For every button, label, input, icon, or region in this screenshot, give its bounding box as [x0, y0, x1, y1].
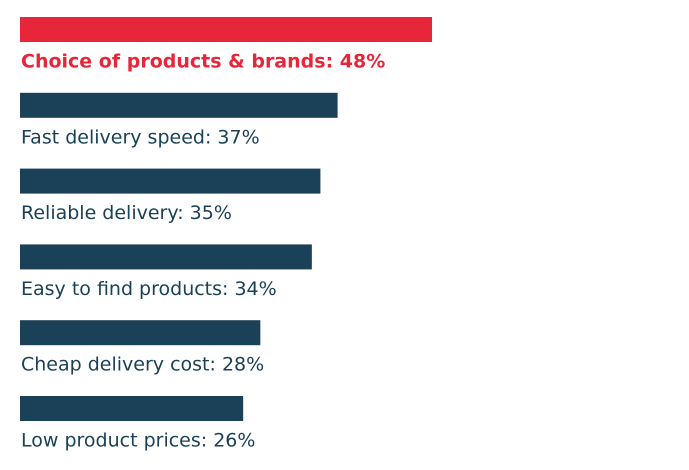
bar [20, 92, 338, 118]
bar-label: Reliable delivery: 35% [21, 202, 232, 224]
bar-label: Easy to find products: 34% [21, 278, 277, 300]
bar-label: Low product prices: 26% [21, 430, 255, 452]
bar [20, 396, 244, 421]
bar-label: Choice of products & brands: 48% [21, 51, 385, 73]
bar-label: Fast delivery speed: 37% [21, 126, 260, 148]
bar [20, 244, 312, 270]
bar [20, 320, 261, 346]
bar [20, 168, 321, 194]
bar-label: Cheap delivery cost: 28% [21, 354, 264, 376]
bar [20, 17, 432, 42]
